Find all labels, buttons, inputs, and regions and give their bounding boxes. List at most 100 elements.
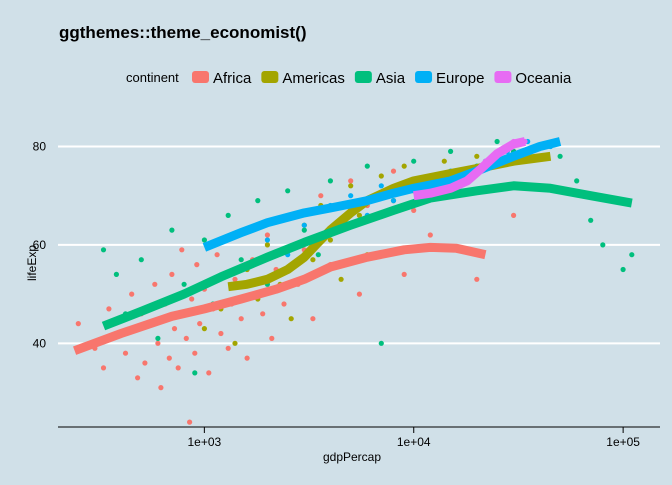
point-africa	[238, 316, 244, 322]
point-africa	[175, 365, 181, 371]
x-axis-title: gdpPercap	[323, 450, 381, 464]
point-americas	[378, 173, 384, 179]
point-europe	[301, 222, 307, 228]
point-americas	[288, 316, 294, 322]
point-asia	[255, 198, 261, 204]
point-europe	[378, 183, 384, 189]
x-tick-label: 1e+03	[188, 435, 222, 449]
legend-key-europe	[415, 71, 433, 83]
point-africa	[206, 370, 212, 376]
smooth-line-asia	[101, 181, 633, 331]
point-africa	[427, 232, 433, 238]
x-tick-label: 1e+04	[397, 435, 431, 449]
smooth-lines	[73, 137, 633, 355]
point-africa	[142, 360, 148, 366]
point-africa	[100, 365, 107, 371]
point-asia	[629, 252, 635, 258]
point-americas	[356, 212, 362, 218]
point-africa	[179, 247, 185, 253]
y-tick-label: 40	[33, 336, 47, 350]
point-asia	[181, 281, 187, 287]
point-africa	[510, 212, 517, 218]
point-asia	[169, 227, 175, 233]
point-americas	[310, 257, 316, 263]
legend-label-africa: Africa	[213, 70, 252, 87]
point-africa	[189, 296, 195, 302]
legend-label-americas: Americas	[282, 70, 345, 87]
point-africa	[281, 301, 287, 307]
point-africa	[129, 291, 135, 297]
point-africa	[166, 355, 172, 361]
point-asia	[238, 257, 244, 263]
point-asia	[301, 227, 307, 233]
point-europe	[390, 198, 397, 204]
point-asia	[620, 266, 626, 273]
point-americas	[327, 237, 333, 243]
chart-title: ggthemes::theme_economist()	[59, 23, 306, 42]
point-africa	[158, 385, 164, 391]
point-africa	[155, 340, 161, 346]
legend-label-oceania: Oceania	[515, 70, 572, 87]
point-africa	[390, 168, 397, 174]
point-africa	[106, 306, 112, 312]
point-americas	[474, 153, 480, 159]
point-africa	[318, 193, 324, 199]
point-africa	[310, 316, 316, 322]
x-axis-ticks: 1e+03 1e+04 1e+05	[188, 427, 640, 449]
point-africa	[260, 311, 266, 317]
point-africa	[135, 375, 141, 381]
point-europe	[264, 237, 270, 243]
point-americas	[441, 158, 447, 164]
point-asia	[364, 163, 370, 169]
point-africa	[197, 321, 203, 327]
point-africa	[411, 207, 417, 213]
point-asia	[588, 217, 594, 223]
legend-title: continent	[126, 70, 179, 85]
y-axis-ticks: 40 60 80	[33, 139, 47, 350]
legend-key-asia	[354, 71, 372, 83]
point-asia	[448, 148, 454, 154]
point-africa	[152, 281, 158, 287]
y-axis-title: lifeExp	[25, 245, 39, 281]
point-africa	[244, 355, 250, 361]
point-africa	[171, 326, 178, 332]
y-tick-label: 80	[33, 139, 47, 153]
point-asia	[285, 188, 291, 194]
point-asia	[225, 212, 231, 218]
point-africa	[187, 419, 193, 425]
legend-key-africa	[192, 71, 209, 83]
point-asia	[411, 158, 417, 164]
point-americas	[232, 340, 238, 346]
point-asia	[192, 370, 198, 376]
point-asia	[113, 271, 119, 277]
point-africa	[218, 330, 224, 337]
point-africa	[401, 271, 407, 277]
legend-label-asia: Asia	[376, 70, 406, 87]
point-europe	[348, 193, 354, 199]
smooth-line-oceania	[413, 137, 526, 201]
point-asia	[327, 178, 333, 184]
legend-key-oceania	[494, 71, 512, 83]
point-asia	[494, 138, 500, 145]
point-asia	[201, 237, 207, 243]
point-asia	[138, 257, 144, 263]
point-africa	[214, 252, 220, 258]
point-africa	[194, 262, 200, 268]
point-asia	[574, 178, 580, 184]
y-tick-label: 60	[33, 238, 47, 252]
smooth-line-europe	[202, 137, 562, 252]
point-africa	[75, 321, 81, 327]
legend-label-europe: Europe	[436, 70, 484, 87]
legend-key-americas	[261, 71, 279, 83]
point-americas	[401, 163, 407, 169]
point-africa	[169, 271, 175, 277]
point-americas	[201, 326, 207, 332]
point-americas	[338, 276, 344, 282]
point-africa	[232, 276, 238, 282]
smooth-line-africa	[73, 242, 487, 355]
point-africa	[356, 291, 362, 297]
point-africa	[183, 335, 189, 341]
